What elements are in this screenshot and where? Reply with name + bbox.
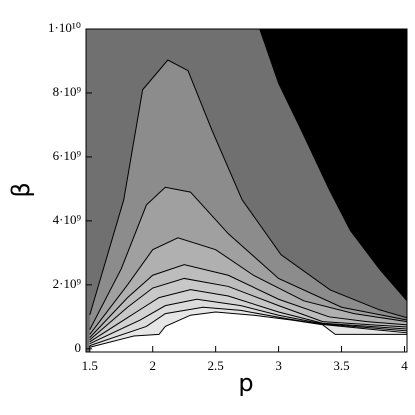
contour-line: [89, 289, 408, 343]
contour-line: [89, 237, 408, 335]
y-tick-label: 4·10⁹: [53, 212, 82, 227]
y-tick-label: 0: [75, 340, 82, 355]
x-tick-label: 2: [149, 358, 156, 373]
x-tick-label: 3.5: [333, 358, 349, 373]
contour-line: [259, 28, 408, 302]
x-tick-label: 4: [401, 358, 408, 373]
contour-line: [89, 264, 408, 338]
contour-region: [89, 312, 407, 352]
contour-region: [259, 29, 407, 301]
contour-line: [89, 277, 408, 341]
y-axis-label: β: [7, 182, 35, 197]
y-tick-label: 6·10⁹: [53, 148, 82, 163]
contour-line: [89, 311, 407, 348]
plot-frame: [85, 28, 408, 353]
y-tick-label: 8·10⁹: [53, 84, 82, 99]
x-tick-label: 3: [275, 358, 282, 373]
x-axis-label: p: [238, 369, 253, 397]
contour-line: [89, 186, 408, 330]
y-tick-label: 2·10⁹: [53, 276, 82, 291]
y-tick-label: 1·10¹⁰: [48, 20, 81, 35]
x-tick-label: 1.5: [82, 358, 98, 373]
contour-line: [89, 298, 408, 345]
x-tick-label: 2.5: [208, 358, 224, 373]
contour-line: [89, 59, 408, 319]
